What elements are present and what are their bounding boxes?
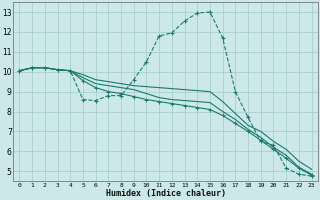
X-axis label: Humidex (Indice chaleur): Humidex (Indice chaleur)	[106, 189, 226, 198]
